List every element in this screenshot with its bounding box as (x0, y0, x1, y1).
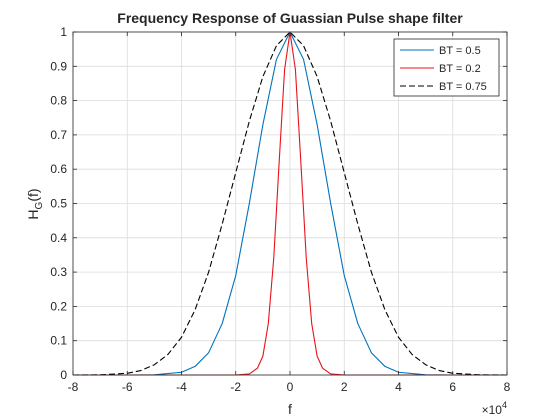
y-tick-label: 0.1 (50, 334, 67, 348)
x-exponent-power: 4 (502, 400, 507, 410)
grid (72, 31, 508, 376)
legend-label-bt-0-2: BT = 0.2 (439, 63, 481, 75)
legend-label-bt-0-5: BT = 0.5 (439, 45, 481, 57)
x-tick-label: 4 (395, 380, 402, 394)
y-tick-label: 1 (60, 25, 67, 39)
y-tick-label: 0.4 (50, 231, 67, 245)
y-tick-labels: 0 0.1 0.2 0.3 0.4 0.5 0.6 0.7 0.8 0.9 1 (50, 25, 67, 382)
x-tick-label: -2 (230, 380, 241, 394)
axis-ticks (72, 31, 508, 376)
y-tick-label: 0.9 (50, 59, 67, 73)
x-tick-label: 0 (287, 380, 294, 394)
x-tick-label: 2 (341, 380, 348, 394)
y-tick-label: 0.2 (50, 299, 67, 313)
y-label-subscript: G (34, 201, 45, 209)
x-axis-exponent: ×104 (482, 400, 507, 417)
y-tick-label: 0.8 (50, 94, 67, 108)
x-tick-label: 8 (504, 380, 511, 394)
x-tick-label: 6 (449, 380, 456, 394)
legend: BT = 0.5 BT = 0.2 BT = 0.75 (393, 38, 500, 97)
x-axis-label: f (288, 401, 292, 417)
legend-label-bt-0-75: BT = 0.75 (439, 81, 487, 93)
chart-title: Frequency Response of Guassian Pulse sha… (117, 10, 463, 26)
y-tick-label: 0 (60, 368, 67, 382)
y-tick-label: 0.3 (50, 265, 67, 279)
x-tick-label: -8 (68, 380, 79, 394)
y-label-tail: (f) (25, 188, 41, 201)
y-tick-label: 0.5 (50, 197, 67, 211)
x-tick-label: -4 (176, 380, 187, 394)
y-axis-label: HG(f) (25, 188, 45, 219)
x-tick-label: -6 (122, 380, 133, 394)
x-tick-labels: -8 -6 -4 -2 0 2 4 6 8 (68, 380, 511, 394)
x-exponent-base: ×10 (482, 403, 503, 417)
y-tick-label: 0.7 (50, 128, 67, 142)
y-label-main: H (25, 209, 41, 219)
y-tick-label: 0.6 (50, 162, 67, 176)
series-line-bt-0-75 (72, 31, 508, 376)
